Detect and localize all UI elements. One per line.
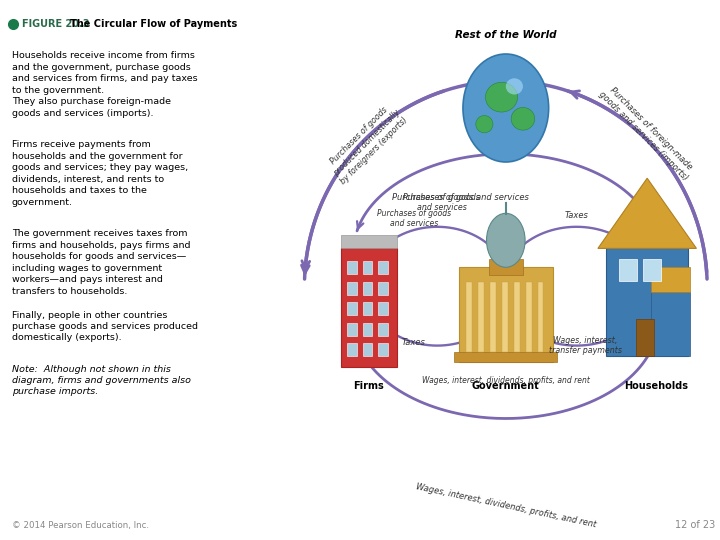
Bar [514,282,520,352]
Ellipse shape [506,78,523,94]
Bar [643,259,661,281]
Ellipse shape [485,82,518,112]
Text: Taxes: Taxes [564,212,588,220]
Text: Households receive income from firms
and the government, purchase goods
and serv: Households receive income from firms and… [12,51,197,94]
Bar [347,302,356,315]
Bar [378,343,387,356]
Text: Firms receive payments from
households and the government for
goods and services: Firms receive payments from households a… [12,140,188,207]
Bar [490,282,495,352]
Text: Wages, interest, dividends, profits, and rent: Wages, interest, dividends, profits, and… [415,482,597,530]
Bar [363,282,372,295]
Text: The government receives taxes from
firms and households, pays firms and
househol: The government receives taxes from firms… [12,230,191,296]
Text: Purchases of goods and services: Purchases of goods and services [392,193,529,201]
Bar [347,343,356,356]
Bar [378,261,387,274]
Bar [363,343,372,356]
Text: Purchases of goods
and services: Purchases of goods and services [403,193,480,212]
Bar [489,259,523,275]
Text: FIGURE 20.3: FIGURE 20.3 [22,19,90,29]
Bar [347,282,356,295]
Ellipse shape [476,116,493,133]
Bar [378,282,387,295]
Bar [363,323,372,336]
Ellipse shape [463,54,549,162]
Text: Purchases of goods
and services: Purchases of goods and services [377,209,451,228]
Polygon shape [598,178,696,248]
Bar [652,292,690,356]
Text: Purchases of goods
produced domestically
by foreigners (exports): Purchases of goods produced domestically… [324,100,409,186]
Bar [652,267,690,292]
Bar [503,282,508,352]
Text: Wages, interest, dividends, profits, and rent: Wages, interest, dividends, profits, and… [422,376,590,385]
Bar [363,302,372,315]
Text: Finally, people in other countries
purchase goods and services produced
domestic: Finally, people in other countries purch… [12,310,198,342]
Ellipse shape [487,213,525,267]
Bar [539,282,544,352]
Text: Firms: Firms [354,381,384,391]
Bar [378,323,387,336]
Text: They also purchase foreign-made
goods and services (imports).: They also purchase foreign-made goods an… [12,97,171,118]
Bar [606,248,688,356]
Text: Rest of the World: Rest of the World [455,30,557,40]
Text: Government: Government [472,381,540,391]
Bar [347,323,356,336]
Bar [378,302,387,315]
Bar [636,319,654,356]
Bar [467,282,472,352]
Bar [341,248,397,367]
Text: Purchases of foreign-made
goods and services (imports): Purchases of foreign-made goods and serv… [597,82,697,183]
Text: Wages, interest,
transfer payments: Wages, interest, transfer payments [549,336,621,355]
Ellipse shape [511,107,535,130]
Bar [526,282,531,352]
Bar [619,259,637,281]
Text: 12 of 23: 12 of 23 [675,520,716,530]
Text: Taxes: Taxes [402,339,426,347]
Text: © 2014 Pearson Education, Inc.: © 2014 Pearson Education, Inc. [12,521,149,530]
Bar [363,261,372,274]
Text: Households: Households [624,381,688,391]
Bar [347,261,356,274]
Bar [478,282,484,352]
Bar [454,352,557,362]
Text: Note:  Although not shown in this
diagram, firms and governments also
purchase i: Note: Although not shown in this diagram… [12,364,191,396]
Bar [341,235,397,248]
Text: The Circular Flow of Payments: The Circular Flow of Payments [71,19,238,29]
Bar [459,267,553,362]
